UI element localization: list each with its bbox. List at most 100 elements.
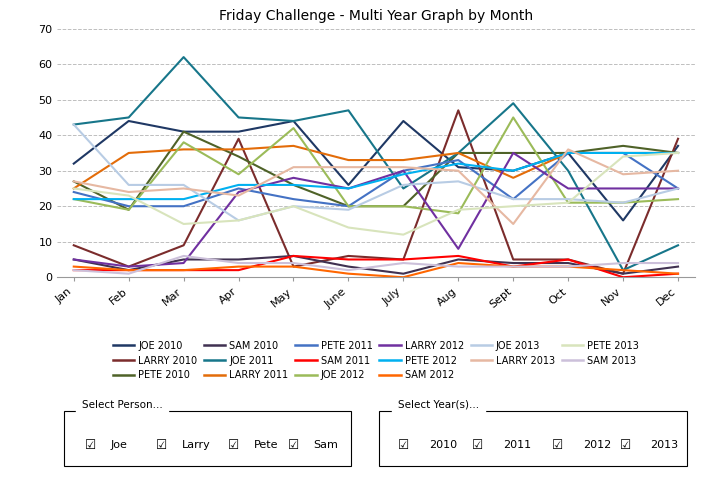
LARRY 2011 — [619, 150, 627, 156]
PETE 2012 — [564, 150, 573, 156]
JOE 2011 — [399, 185, 407, 191]
SAM 2010 — [125, 267, 133, 273]
PETE 2010 — [399, 203, 407, 209]
SAM 2010 — [454, 257, 463, 262]
LARRY 2013 — [69, 178, 78, 184]
LARRY 2010 — [454, 108, 463, 113]
LARRY 2012 — [289, 175, 298, 181]
Text: 2010: 2010 — [429, 440, 457, 450]
Text: Joe: Joe — [110, 440, 127, 450]
FancyBboxPatch shape — [64, 411, 351, 466]
SAM 2011 — [674, 271, 682, 277]
PETE 2013 — [674, 150, 682, 156]
PETE 2012 — [69, 196, 78, 202]
SAM 2011 — [399, 257, 407, 262]
SAM 2013 — [234, 260, 243, 266]
PETE 2012 — [179, 196, 188, 202]
SAM 2013 — [289, 260, 298, 266]
SAM 2011 — [509, 264, 518, 270]
LARRY 2010 — [125, 264, 133, 270]
SAM 2010 — [619, 271, 627, 277]
Line: SAM 2013: SAM 2013 — [74, 256, 678, 274]
SAM 2010 — [344, 264, 353, 270]
Line: LARRY 2010: LARRY 2010 — [74, 110, 678, 274]
LARRY 2010 — [69, 242, 78, 248]
Text: ☑: ☑ — [84, 439, 96, 452]
LARRY 2010 — [619, 271, 627, 277]
JOE 2013 — [125, 182, 133, 188]
LARRY 2010 — [344, 253, 353, 259]
SAM 2013 — [619, 260, 627, 266]
JOE 2013 — [454, 178, 463, 184]
SAM 2013 — [125, 271, 133, 277]
JOE 2013 — [674, 185, 682, 191]
JOE 2012 — [179, 140, 188, 145]
Line: LARRY 2011: LARRY 2011 — [74, 146, 678, 188]
LARRY 2010 — [234, 136, 243, 141]
LARRY 2013 — [564, 147, 573, 152]
PETE 2010 — [289, 182, 298, 188]
JOE 2012 — [289, 125, 298, 131]
JOE 2013 — [289, 203, 298, 209]
JOE 2010 — [344, 182, 353, 188]
Text: ☑: ☑ — [472, 439, 483, 452]
PETE 2013 — [289, 203, 298, 209]
SAM 2012 — [69, 264, 78, 270]
SAM 2012 — [564, 264, 573, 270]
JOE 2012 — [344, 203, 353, 209]
JOE 2010 — [234, 129, 243, 134]
LARRY 2011 — [674, 150, 682, 156]
Text: Sam: Sam — [314, 440, 339, 450]
PETE 2012 — [344, 185, 353, 191]
PETE 2010 — [564, 150, 573, 156]
Text: ☑: ☑ — [228, 439, 239, 452]
SAM 2010 — [179, 257, 188, 262]
LARRY 2012 — [179, 260, 188, 266]
JOE 2011 — [179, 54, 188, 60]
LARRY 2013 — [179, 185, 188, 191]
LARRY 2011 — [564, 150, 573, 156]
SAM 2010 — [509, 260, 518, 266]
PETE 2012 — [509, 168, 518, 174]
Line: JOE 2011: JOE 2011 — [74, 57, 678, 270]
Line: SAM 2011: SAM 2011 — [74, 256, 678, 277]
SAM 2012 — [125, 267, 133, 273]
Text: Pete: Pete — [253, 440, 278, 450]
PETE 2013 — [69, 185, 78, 191]
JOE 2013 — [619, 200, 627, 206]
PETE 2012 — [619, 150, 627, 156]
JOE 2010 — [619, 217, 627, 223]
JOE 2013 — [344, 207, 353, 213]
Line: JOE 2012: JOE 2012 — [74, 118, 678, 213]
JOE 2012 — [69, 196, 78, 202]
LARRY 2012 — [619, 185, 627, 191]
JOE 2011 — [234, 115, 243, 120]
SAM 2010 — [234, 257, 243, 262]
JOE 2013 — [179, 182, 188, 188]
SAM 2012 — [509, 264, 518, 270]
SAM 2011 — [344, 257, 353, 262]
Line: SAM 2010: SAM 2010 — [74, 256, 678, 274]
SAM 2013 — [509, 264, 518, 270]
LARRY 2010 — [179, 242, 188, 248]
SAM 2010 — [69, 257, 78, 262]
LARRY 2013 — [674, 168, 682, 174]
LARRY 2013 — [125, 189, 133, 195]
Text: 2012: 2012 — [583, 440, 611, 450]
Title: Friday Challenge - Multi Year Graph by Month: Friday Challenge - Multi Year Graph by M… — [219, 10, 533, 23]
JOE 2010 — [125, 118, 133, 124]
LARRY 2013 — [234, 193, 243, 198]
JOE 2013 — [234, 217, 243, 223]
JOE 2012 — [619, 200, 627, 206]
PETE 2013 — [344, 225, 353, 230]
LARRY 2012 — [69, 257, 78, 262]
SAM 2012 — [344, 271, 353, 277]
Line: PETE 2011: PETE 2011 — [74, 153, 678, 206]
PETE 2012 — [674, 150, 682, 156]
Text: ☑: ☑ — [398, 439, 410, 452]
LARRY 2012 — [509, 150, 518, 156]
SAM 2011 — [69, 267, 78, 273]
JOE 2011 — [289, 118, 298, 124]
JOE 2010 — [179, 129, 188, 134]
JOE 2010 — [69, 161, 78, 166]
